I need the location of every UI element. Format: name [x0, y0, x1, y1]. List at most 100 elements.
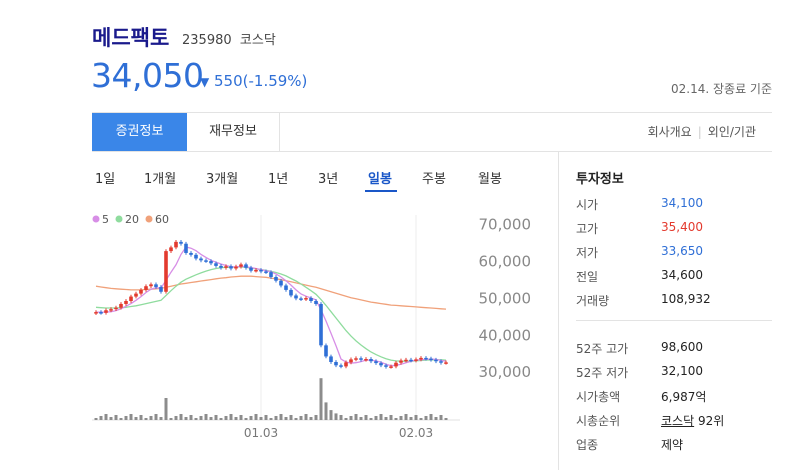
volume-bar [109, 417, 113, 420]
candle-body [124, 301, 128, 304]
candle-body [324, 345, 328, 357]
current-price: 34,050 [91, 56, 204, 95]
candle-body [309, 298, 313, 301]
volume-bar [249, 416, 253, 420]
y-axis-labels: 70,000 60,000 50,000 40,000 30,000 [479, 215, 532, 381]
period-daily[interactable]: 일봉 [368, 172, 392, 187]
volume-bar [259, 417, 263, 420]
info-label: 시총순위 [576, 414, 621, 428]
candle-body [404, 359, 408, 362]
candle-body [284, 285, 288, 290]
volume-bar [269, 418, 273, 420]
candle-body [129, 296, 133, 301]
volume-bar [209, 417, 213, 420]
ma20-line [95, 266, 447, 362]
info-value: 34,600 [661, 268, 703, 282]
period-3m[interactable]: 3개월 [206, 172, 239, 187]
candle-body [399, 360, 403, 363]
candle-body [149, 284, 153, 287]
info-label: 고가 [576, 222, 599, 236]
info-value: 35,400 [661, 220, 703, 234]
candle-body [389, 366, 393, 368]
volume-bar [344, 418, 348, 420]
volume-bar [204, 414, 208, 420]
candles [94, 240, 448, 369]
info-label: 저가 [576, 246, 599, 260]
candle-body [239, 264, 243, 267]
invest-info-title: 투자정보 [576, 172, 624, 187]
foreign-institution-link[interactable]: 외인/기관 [707, 125, 756, 139]
period-monthly[interactable]: 월봉 [478, 172, 502, 187]
candle-body [304, 298, 308, 300]
volume-bar [379, 414, 383, 420]
tab-finance-info[interactable]: 재무정보 [187, 113, 280, 151]
candle-body [244, 264, 248, 268]
candle-body [379, 363, 383, 366]
candle-body [249, 267, 253, 271]
period-1d[interactable]: 1일 [95, 172, 116, 187]
candle-body [134, 293, 138, 297]
volume-bar [299, 416, 303, 420]
y-tick-label: 30,000 [479, 363, 532, 381]
volume-bar [444, 418, 448, 420]
x-tick-label: 01.03 [244, 426, 278, 440]
candle-body [264, 271, 268, 273]
volume-bar [364, 415, 368, 420]
candle-body [184, 243, 188, 253]
y-tick-label: 60,000 [479, 252, 532, 270]
volume-bar [134, 417, 138, 420]
candle-body [164, 251, 168, 292]
volume-bar [359, 417, 363, 420]
candle-body [214, 263, 218, 266]
info-tabbar: 증권정보 재무정보 회사개요 | 외인/기관 [92, 112, 772, 152]
x-tick-label: 02.03 [399, 426, 433, 440]
info-value: 코스닥 92위 [661, 414, 725, 428]
company-overview-link[interactable]: 회사개요 [647, 125, 692, 139]
tab-securities-info[interactable]: 증권정보 [92, 113, 187, 151]
candle-body [319, 303, 323, 346]
info-separator [576, 320, 772, 321]
legend-swatch-20 [115, 215, 123, 223]
legend-swatch-60 [145, 215, 153, 223]
candle-body [369, 359, 373, 362]
candle-body [359, 358, 363, 360]
market-rank-link[interactable]: 코스닥 [661, 414, 695, 428]
candle-body [354, 358, 358, 360]
candle-body [259, 269, 263, 272]
period-1m[interactable]: 1개월 [144, 172, 177, 187]
volume-bar [404, 414, 408, 420]
info-label: 52주 저가 [576, 366, 629, 380]
candle-body [334, 361, 338, 366]
volume-bar [274, 416, 278, 420]
candle-body [384, 365, 388, 367]
candle-body [234, 266, 238, 269]
down-arrow-icon: ▼ [200, 75, 210, 89]
ma-legend: 5 20 60 [92, 213, 169, 226]
period-3y[interactable]: 3년 [318, 172, 339, 187]
candle-body [159, 286, 163, 292]
y-tick-label: 40,000 [479, 326, 532, 344]
volume-bar [409, 417, 413, 420]
volume-bar [94, 418, 98, 420]
volume-bar [129, 414, 133, 420]
volume-bar [139, 415, 143, 420]
info-label: 업종 [576, 438, 599, 452]
candle-body [429, 358, 433, 361]
info-value: 6,987억 [661, 390, 707, 404]
candle-body [154, 284, 158, 287]
candle-body [424, 357, 428, 360]
volume-bar [164, 398, 168, 420]
info-value: 제약 [661, 438, 684, 452]
period-weekly[interactable]: 주봉 [422, 172, 446, 187]
period-1y[interactable]: 1년 [268, 172, 289, 187]
candle-body [294, 295, 298, 299]
price-change: ▼ 550(-1.59%) [200, 72, 308, 90]
info-label: 거래량 [576, 294, 610, 308]
info-label: 52주 고가 [576, 342, 629, 356]
volume-bar [279, 414, 283, 420]
candle-body [269, 272, 273, 277]
volume-bar [414, 415, 418, 420]
volume-bar [304, 414, 308, 420]
volume-bar [319, 378, 323, 420]
